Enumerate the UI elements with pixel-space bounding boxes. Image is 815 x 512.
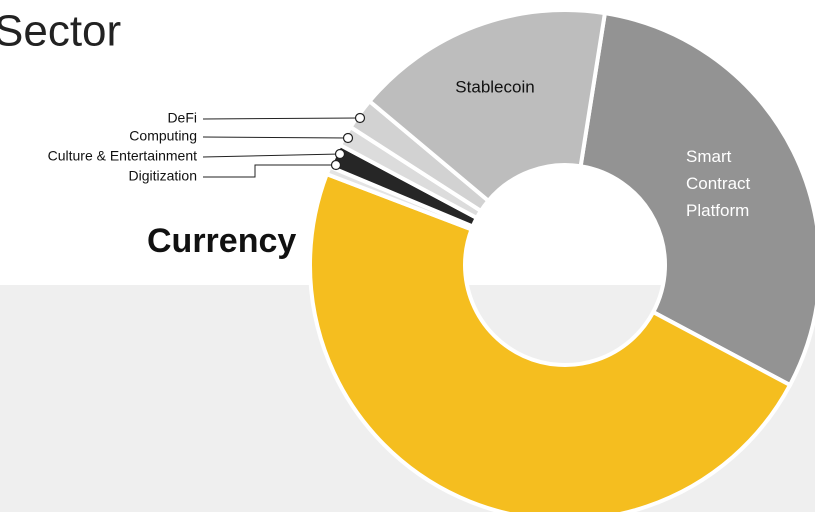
leader-dot (334, 148, 346, 160)
leader-dot (342, 132, 354, 144)
slice-label: Stablecoin (455, 77, 534, 96)
chart-title: Sector (0, 7, 121, 56)
leader-dot (330, 159, 342, 171)
slice-label: Digitization (129, 168, 197, 184)
slice (578, 10, 815, 388)
leader-line (202, 117, 361, 120)
slice-label: DeFi (167, 110, 197, 126)
leader-line (202, 136, 349, 139)
leader-line (203, 164, 336, 178)
slice-label-line: Smart (686, 147, 736, 166)
slice-label: Currency (147, 222, 296, 260)
slice-label: Smart Contract Platform (686, 147, 755, 220)
leader-line (202, 153, 341, 158)
slice-label: Culture & Entertainment (48, 148, 198, 164)
leader-dot (354, 112, 366, 124)
slice (366, 8, 608, 204)
slice-label-line: Platform (686, 201, 749, 220)
slice-label: Computing (129, 128, 197, 144)
slice-label-line: Contract (686, 174, 755, 193)
